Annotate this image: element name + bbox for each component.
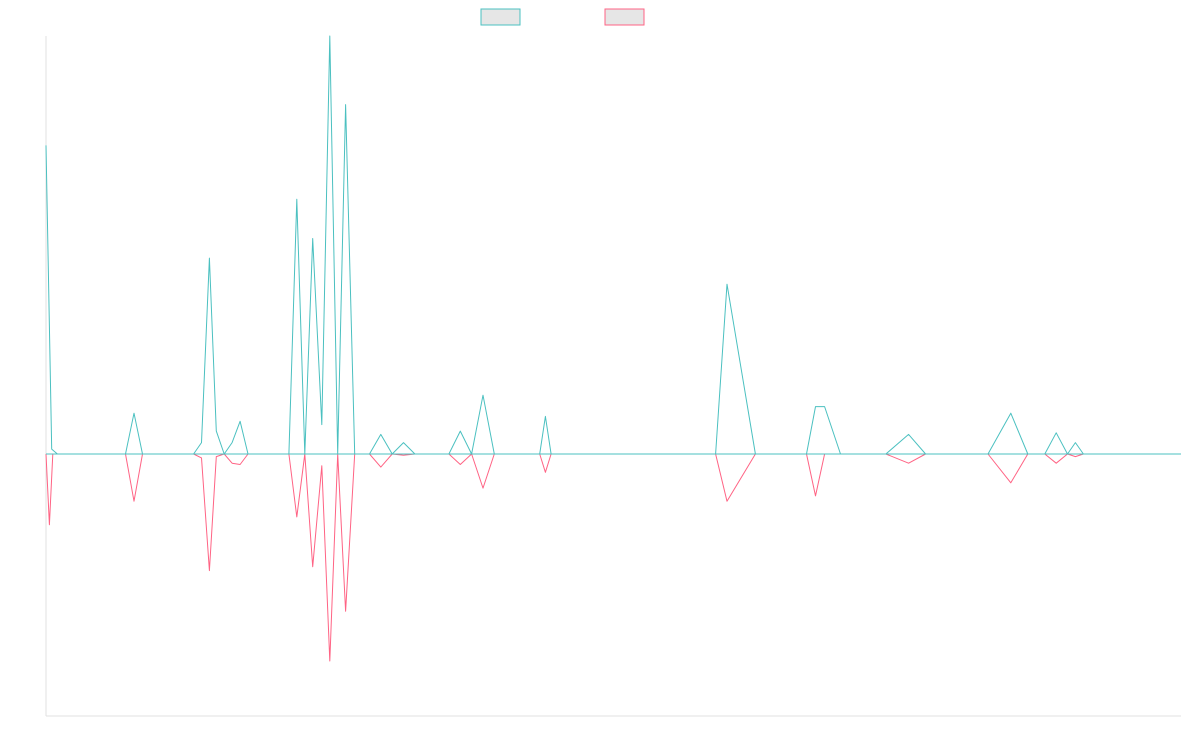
legend-swatch-1[interactable]: [480, 8, 521, 26]
series-line-2: [45, 453, 1181, 662]
legend: [480, 8, 645, 26]
series-line-1: [45, 35, 1181, 455]
series-layer: [45, 35, 1181, 662]
axes: [45, 36, 1181, 717]
legend-swatch-2[interactable]: [604, 8, 645, 26]
